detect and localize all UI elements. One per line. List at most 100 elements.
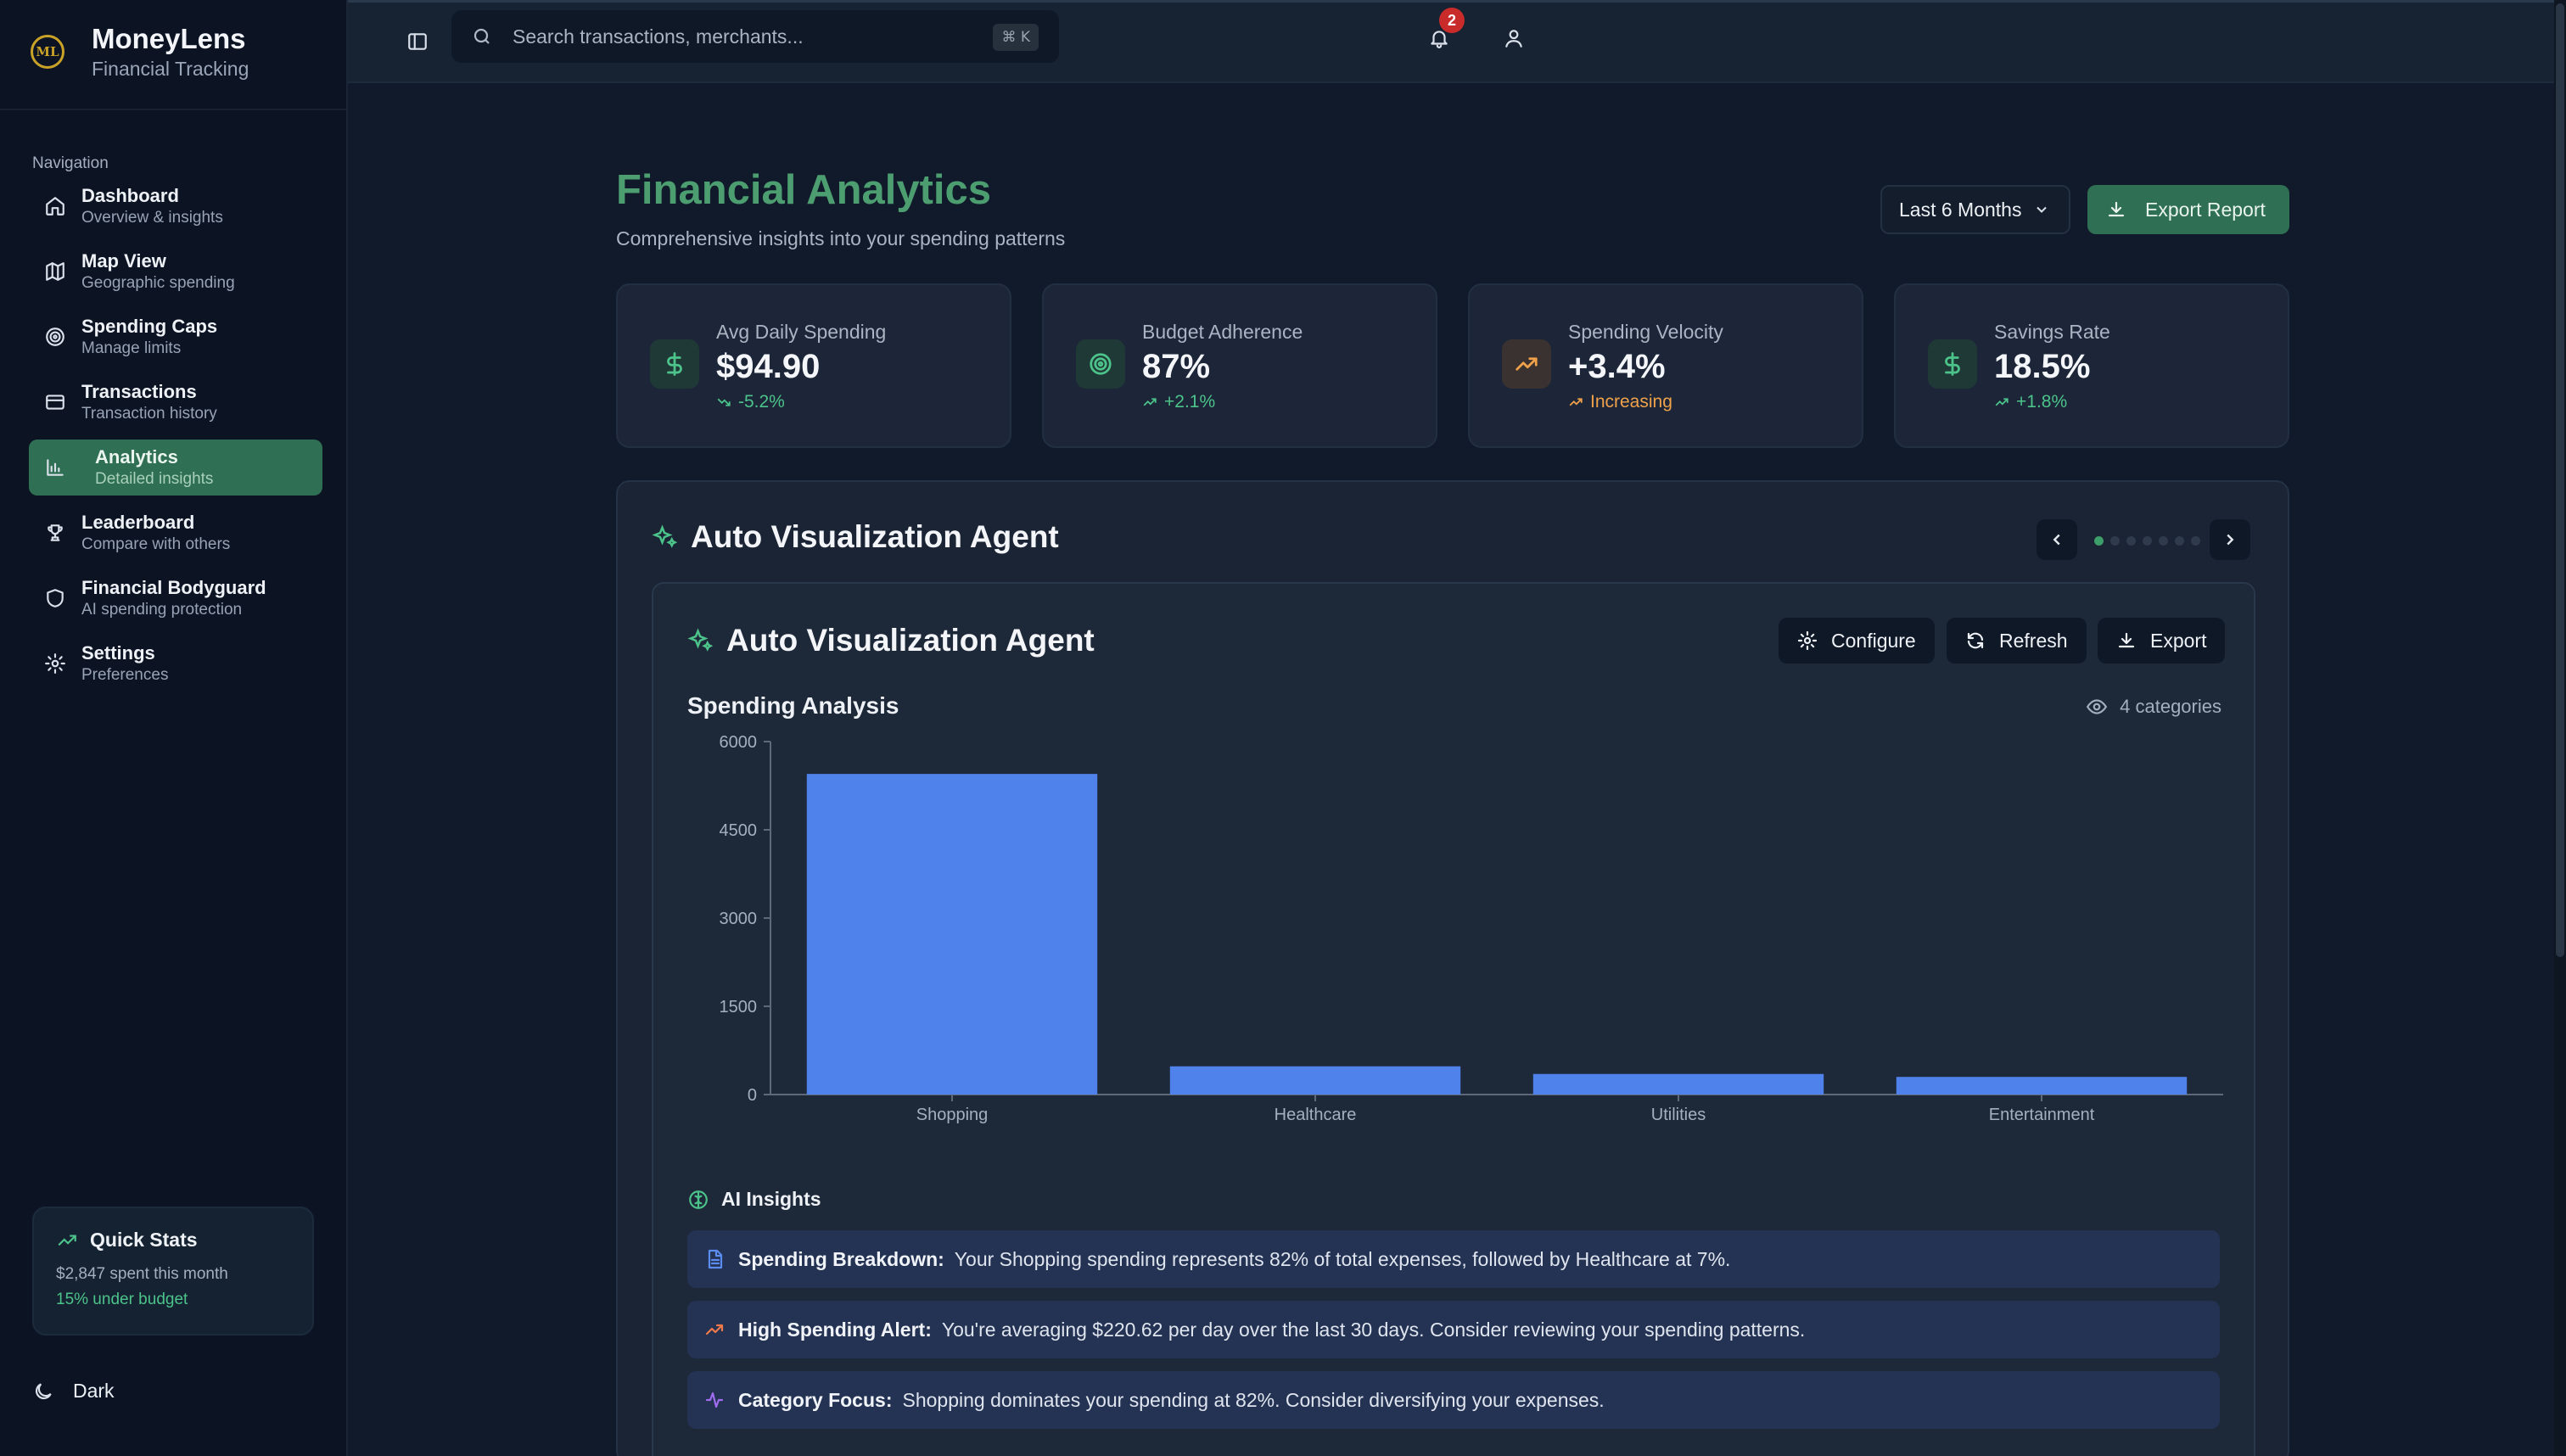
x-tick-label: Shopping (916, 1106, 989, 1124)
carousel-dot[interactable] (2110, 536, 2120, 546)
search-icon (473, 28, 490, 44)
brand[interactable]: ML MoneyLens Financial Tracking (31, 22, 249, 81)
bell-icon (1431, 31, 1448, 48)
quick-stats-budget: 15% under budget (56, 1291, 188, 1308)
eye-icon (2087, 699, 2108, 714)
bar-shopping (806, 774, 1098, 1095)
trending-up-icon (1502, 339, 1551, 389)
insight-label: Spending Breakdown: (738, 1247, 944, 1270)
configure-button[interactable]: Configure (1779, 618, 1935, 664)
visualization-card: Auto Visualization Agent Configure Refre… (652, 582, 2255, 1456)
document-icon (708, 1249, 723, 1269)
sidebar-item-spending-caps[interactable]: Spending Caps Manage limits (29, 309, 322, 365)
carousel-dot[interactable] (2126, 536, 2136, 546)
sidebar-item-transactions[interactable]: Transactions Transaction history (29, 374, 322, 430)
nav-heading: Navigation (32, 154, 109, 172)
search-bar[interactable]: ⌘ K (451, 10, 1059, 63)
y-tick-label: 3000 (720, 910, 758, 928)
carousel-next-button[interactable] (2210, 519, 2250, 560)
notifications-button[interactable]: 2 (1419, 8, 1465, 59)
category-count: 4 categories (2086, 696, 2221, 718)
page-scrollbar-thumb[interactable] (2556, 3, 2564, 957)
trending-up-icon (705, 1324, 724, 1336)
sidebar-item-settings[interactable]: Settings Preferences (29, 636, 322, 692)
bar-healthcare (1169, 1066, 1461, 1095)
sidebar-item-map-view[interactable]: Map View Geographic spending (29, 244, 322, 300)
stat-label: Budget Adherence (1142, 321, 1303, 343)
sidebar-item-label: Analytics (95, 446, 178, 468)
insight-text: You're averaging $220.62 per day over th… (941, 1318, 1806, 1341)
sidebar-item-desc: Compare with others (81, 535, 231, 553)
carousel-dot[interactable] (2175, 536, 2184, 546)
profile-button[interactable] (1493, 18, 1534, 59)
sidebar-item-desc: Geographic spending (81, 274, 235, 292)
quick-stats-spent: $2,847 spent this month (56, 1265, 228, 1283)
sidebar-item-dashboard[interactable]: Dashboard Overview & insights (29, 178, 322, 234)
carousel-prev-button[interactable] (2037, 519, 2077, 560)
brain-icon (689, 1190, 708, 1209)
sidebar-item-analytics[interactable]: Analytics Detailed insights (29, 440, 322, 496)
brand-logo: ML (31, 35, 64, 69)
export-label: Export (2150, 629, 2207, 652)
dollar-icon (650, 339, 699, 389)
sidebar-item-financial-bodyguard[interactable]: Financial Bodyguard AI spending protectio… (29, 570, 322, 626)
trending-up-icon (1569, 398, 1583, 406)
stat-trend-value: -5.2% (738, 392, 785, 412)
y-tick-label: 6000 (720, 735, 758, 752)
user-icon (1505, 30, 1522, 48)
carousel-dot[interactable] (2143, 536, 2152, 546)
stat-card-savings-rate: Savings Rate 18.5% +1.8% (1894, 283, 2289, 448)
export-report-button[interactable]: Export Report (2087, 185, 2289, 234)
sidebar-item-leaderboard[interactable]: Leaderboard Compare with others (29, 505, 322, 561)
download-icon (2108, 201, 2125, 217)
insight-spending-breakdown: Spending Breakdown: Your Shopping spendi… (687, 1230, 2220, 1288)
stat-value: +3.4% (1568, 348, 1666, 385)
panel-title: Auto Visualization Agent (652, 519, 1059, 555)
carousel-dot[interactable] (2159, 536, 2168, 546)
stat-label: Savings Rate (1994, 321, 2110, 343)
sidebar-item-label: Leaderboard (81, 512, 195, 533)
sidebar-item-desc: Preferences (81, 666, 169, 684)
date-range-select[interactable]: Last 6 Months (1880, 185, 2070, 234)
carousel-dots (2094, 536, 2207, 546)
home-icon (41, 192, 70, 221)
sidebar-item-label: Map View (81, 250, 166, 272)
theme-toggle[interactable]: Dark (32, 1380, 115, 1403)
insight-text: Shopping dominates your spending at 82%.… (902, 1388, 1605, 1411)
sidebar-item-label: Dashboard (81, 185, 179, 206)
target-icon (41, 322, 70, 351)
gear-icon (41, 649, 70, 678)
date-range-value: Last 6 Months (1899, 198, 2022, 221)
card-title: Auto Visualization Agent (687, 623, 1095, 658)
search-input[interactable] (513, 25, 971, 48)
notification-badge: 2 (1439, 8, 1465, 33)
sidebar-item-desc: Transaction history (81, 405, 217, 423)
refresh-label: Refresh (1999, 629, 2068, 652)
sidebar-item-label: Transactions (81, 381, 197, 402)
sidebar-toggle-button[interactable] (399, 23, 436, 60)
sidebar-nav: Dashboard Overview & insights Map View Geo… (29, 178, 322, 701)
bar-chart-icon (41, 453, 70, 482)
carousel-dot[interactable] (2191, 536, 2200, 546)
stat-card-spending-velocity: Spending Velocity +3.4% Increasing (1468, 283, 1863, 448)
stat-trend-value: +1.8% (2016, 392, 2068, 412)
spending-bar-chart: 0 1500 3000 4500 6000 Shopping Healthcare Utili… (720, 735, 2223, 1124)
activity-icon (705, 1392, 724, 1408)
sidebar: ML MoneyLens Financial Tracking Navigati… (0, 0, 348, 1456)
shield-icon (41, 584, 70, 613)
carousel-dot[interactable] (2094, 536, 2104, 546)
refresh-icon (1967, 632, 1984, 649)
y-tick-label: 4500 (720, 821, 758, 840)
target-icon (1076, 339, 1125, 389)
stat-label: Spending Velocity (1568, 321, 1723, 343)
credit-card-icon (41, 388, 70, 417)
configure-label: Configure (1831, 629, 1916, 652)
export-button[interactable]: Export (2098, 618, 2226, 664)
brand-name: MoneyLens (92, 23, 246, 54)
insight-text: Your Shopping spending represents 82% of… (954, 1247, 1731, 1270)
stat-label: Avg Daily Spending (716, 321, 887, 343)
refresh-button[interactable]: Refresh (1947, 618, 2087, 664)
trending-up-icon (1143, 398, 1157, 406)
ai-insights-heading: AI Insights (687, 1188, 821, 1211)
download-icon (2118, 632, 2135, 648)
